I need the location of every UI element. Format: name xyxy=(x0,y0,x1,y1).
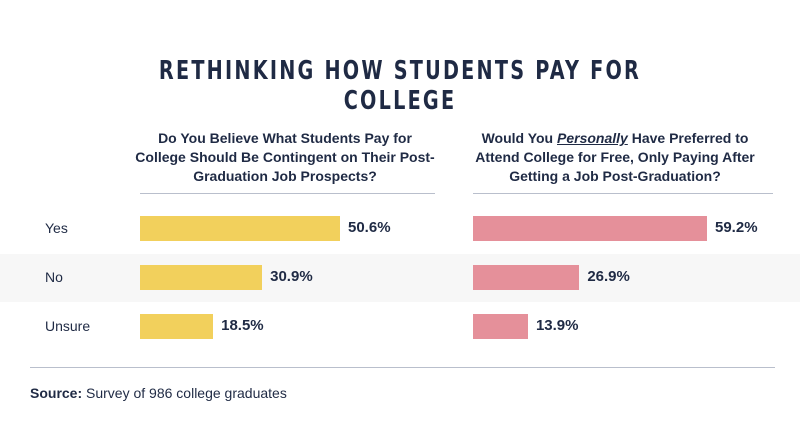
left-bar-unsure xyxy=(140,314,214,339)
left-value-label-no: 30.9% xyxy=(270,268,313,285)
right-value-label-unsure: 13.9% xyxy=(535,317,579,334)
category-label-yes: Yes xyxy=(45,220,68,236)
right-bar-yes xyxy=(473,216,707,241)
right-bar-no xyxy=(473,265,580,290)
right-value-label-no: 26.9% xyxy=(587,268,630,285)
left-bar-no xyxy=(140,265,263,290)
right-question-part-2: Have Preferred to Attend College for Fre… xyxy=(475,130,755,184)
right-heading-divider xyxy=(473,193,773,194)
source-label: Source: xyxy=(30,385,83,401)
chart-title: RETHINKING HOW STUDENTS PAY FOR COLLEGE xyxy=(158,56,642,116)
left-value-label-yes: 50.6% xyxy=(348,219,391,236)
source-note: Source: Survey of 986 college graduates xyxy=(30,385,287,401)
right-bar-unsure xyxy=(473,314,528,339)
right-question-part-1: Would You xyxy=(481,130,557,146)
left-question-heading: Do You Believe What Students Pay for Col… xyxy=(135,130,435,184)
source-text: Survey of 986 college graduates xyxy=(86,385,287,401)
left-bar-yes xyxy=(140,216,340,241)
left-value-label-unsure: 18.5% xyxy=(221,317,264,334)
row-band-no xyxy=(0,254,800,302)
category-label-unsure: Unsure xyxy=(45,318,91,334)
bottom-divider xyxy=(30,367,775,368)
category-label-no: No xyxy=(45,269,63,285)
right-question-emphasis: Personally xyxy=(557,130,628,146)
right-question-heading: Would You Personally Have Preferred to A… xyxy=(465,129,765,186)
right-value-label-yes: 59.2% xyxy=(715,219,758,236)
left-heading-divider xyxy=(140,193,435,194)
